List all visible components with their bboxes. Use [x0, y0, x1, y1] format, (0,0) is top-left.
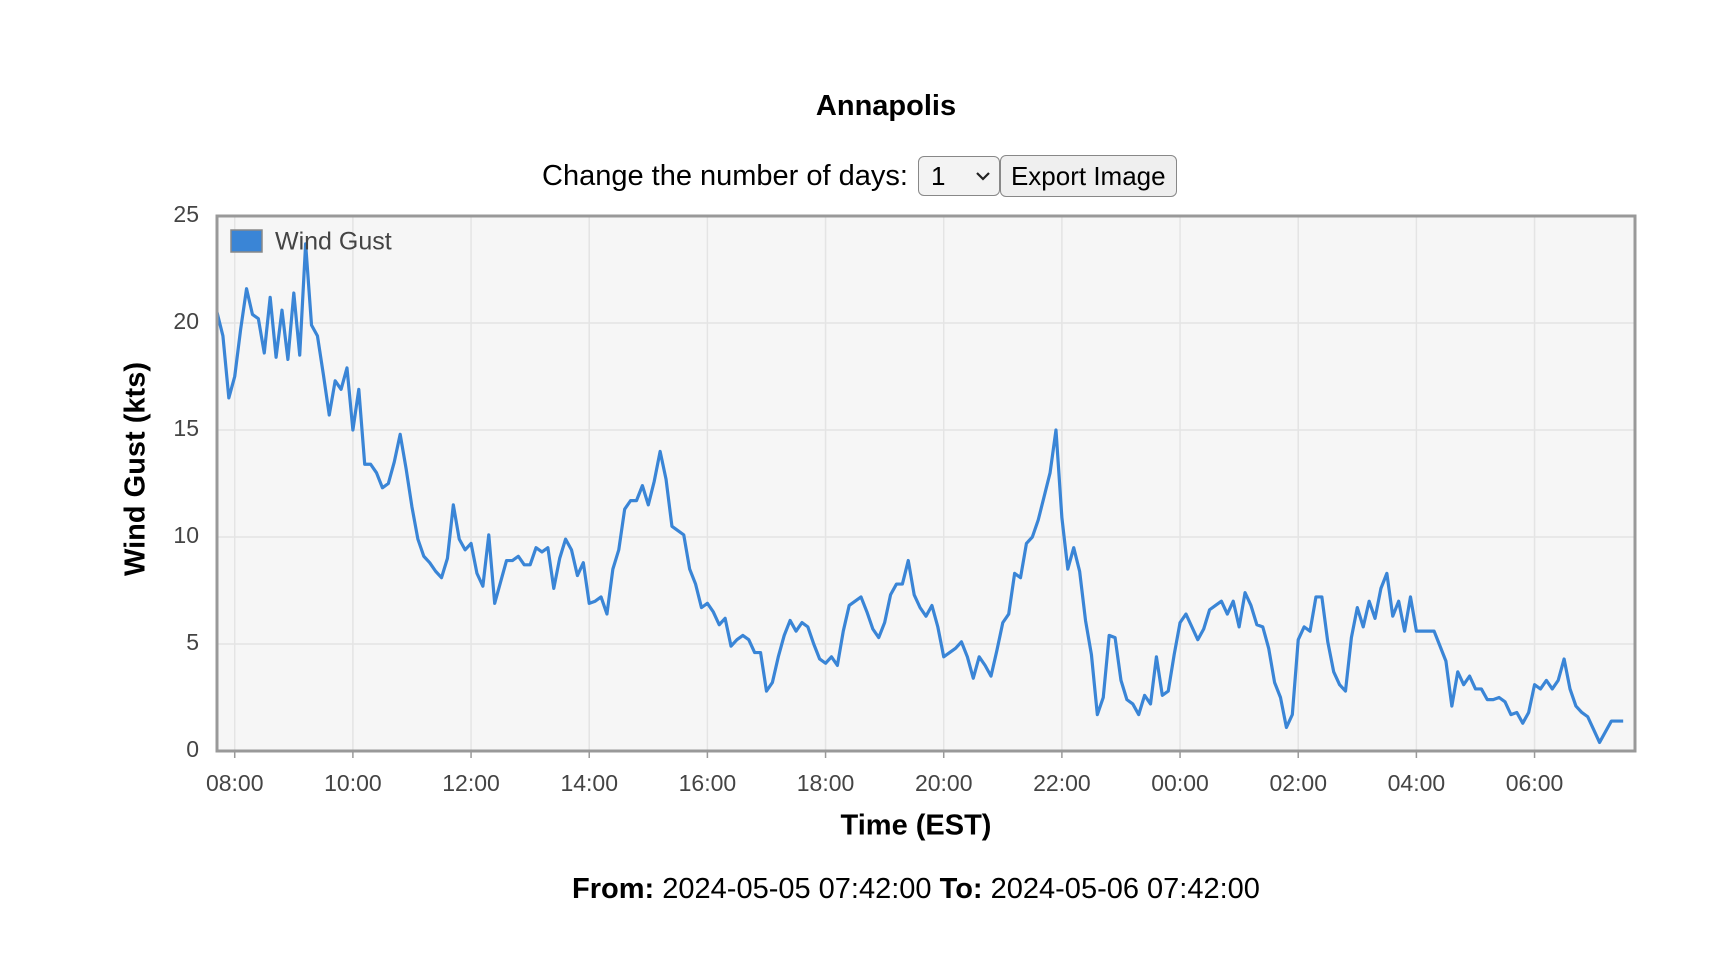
x-tick-label: 20:00	[915, 770, 973, 796]
x-tick-label: 22:00	[1033, 770, 1091, 796]
series-line	[215, 242, 1624, 745]
x-tick-label: 16:00	[679, 770, 737, 796]
export-button[interactable]: Export Image	[999, 155, 1177, 197]
controls: Change the number of days: 1 Export Imag…	[542, 155, 1177, 197]
from-date: 2024-05-05 07:42:00	[662, 873, 932, 905]
y-tick-label: 15	[173, 415, 199, 441]
y-axis-label: Wind Gust (kts)	[120, 362, 152, 576]
plot-border	[215, 214, 1637, 753]
y-tick-label: 0	[186, 736, 199, 762]
y-tick-label: 25	[173, 201, 199, 227]
x-tick-label: 04:00	[1388, 770, 1446, 796]
y-tick-label: 20	[173, 308, 199, 334]
to-label: To:	[939, 873, 983, 905]
x-axis-label: Time (EST)	[841, 810, 992, 842]
legend-label: Wind Gust	[275, 228, 392, 256]
plot-area	[217, 216, 1635, 751]
page-title: Annapolis	[815, 90, 957, 122]
to-date: 2024-05-06 07:42:00	[990, 873, 1260, 905]
y-tick-label: 5	[186, 629, 199, 655]
days-label: Change the number of days:	[542, 159, 908, 192]
x-tick-label: 12:00	[442, 770, 500, 796]
x-tick-label: 06:00	[1506, 770, 1564, 796]
x-tick-label: 00:00	[1151, 770, 1209, 796]
days-value: 1	[930, 160, 946, 191]
y-tick-label: 10	[173, 522, 199, 548]
x-tick-label: 08:00	[206, 770, 264, 796]
x-tick-label: 18:00	[797, 770, 855, 796]
x-tick-label: 02:00	[1269, 770, 1327, 796]
x-tick-label: 10:00	[324, 770, 382, 796]
days-select[interactable]: 1	[917, 156, 1000, 196]
from-label: From:	[572, 873, 655, 905]
chart: Wind Gust (kts) Time (EST) 0 5 10 15 20 25 08:…	[120, 201, 1637, 842]
chevron	[976, 172, 990, 181]
x-tick-label: 14:00	[560, 770, 618, 796]
legend-swatch	[230, 229, 263, 253]
date-range: From: 2024-05-05 07:42:00 To: 2024-05-06…	[0, 873, 1724, 906]
